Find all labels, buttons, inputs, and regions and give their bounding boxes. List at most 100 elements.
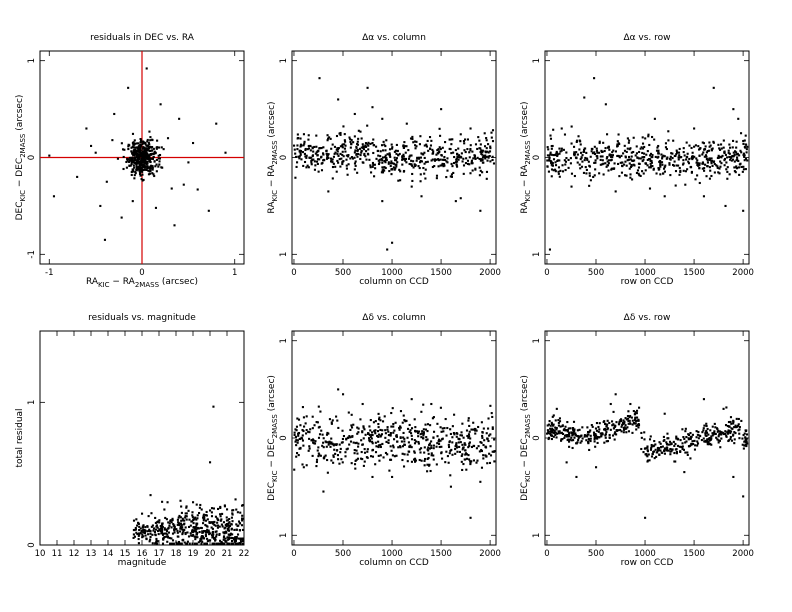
- data-point: [302, 144, 305, 147]
- data-point: [155, 541, 158, 544]
- data-point: [138, 172, 142, 175]
- data-point: [481, 431, 484, 434]
- data-point: [350, 413, 353, 416]
- data-point: [724, 424, 728, 427]
- data-point: [723, 151, 726, 154]
- data-point: [423, 457, 427, 461]
- data-point: [663, 195, 666, 198]
- data-point: [170, 542, 174, 545]
- data-point: [52, 195, 56, 198]
- data-point: [733, 170, 736, 173]
- data-point: [741, 437, 744, 440]
- data-point: [214, 539, 217, 542]
- data-point: [192, 534, 195, 537]
- data-point: [694, 144, 697, 147]
- data-point: [550, 434, 554, 437]
- data-point: [140, 151, 143, 155]
- data-point: [581, 437, 584, 440]
- data-point: [566, 429, 569, 432]
- data-point: [359, 418, 362, 421]
- data-point: [404, 159, 407, 162]
- data-point: [621, 164, 624, 167]
- data-point: [360, 457, 363, 460]
- data-point: [403, 440, 406, 443]
- y-tick-label: 1: [279, 533, 289, 538]
- data-point: [301, 434, 304, 437]
- data-point: [377, 412, 380, 415]
- data-point: [211, 522, 215, 525]
- data-point: [634, 154, 637, 157]
- data-point: [387, 161, 390, 164]
- data-point: [451, 453, 454, 456]
- data-point: [235, 528, 238, 531]
- data-point: [141, 536, 144, 539]
- data-point: [227, 522, 230, 525]
- data-point: [418, 143, 421, 146]
- data-point: [142, 140, 145, 143]
- data-point: [415, 440, 418, 443]
- data-point: [595, 466, 598, 469]
- data-point: [736, 167, 739, 170]
- data-point: [485, 177, 488, 180]
- data-point: [364, 144, 367, 147]
- data-point: [296, 148, 299, 151]
- data-point: [648, 187, 652, 190]
- data-point: [622, 428, 626, 431]
- data-point: [642, 147, 645, 150]
- data-point: [144, 153, 147, 157]
- data-point: [184, 516, 187, 519]
- data-point: [377, 426, 380, 429]
- data-point: [593, 161, 596, 164]
- data-point: [151, 524, 154, 527]
- data-point: [712, 86, 715, 89]
- data-point: [719, 165, 722, 168]
- data-point: [607, 159, 611, 162]
- data-point: [418, 430, 421, 433]
- data-point: [210, 511, 213, 514]
- data-point: [387, 439, 390, 442]
- data-point: [186, 540, 189, 543]
- data-point: [649, 166, 652, 169]
- data-point: [430, 444, 433, 447]
- data-point: [139, 174, 142, 177]
- data-point: [335, 170, 338, 173]
- data-point: [385, 158, 388, 162]
- data-point: [558, 159, 561, 162]
- data-point: [173, 525, 176, 529]
- data-point: [356, 155, 359, 158]
- data-point: [302, 466, 305, 469]
- data-point: [635, 145, 638, 148]
- data-point: [299, 151, 302, 154]
- data-point: [605, 165, 608, 168]
- data-point: [368, 158, 371, 161]
- data-point: [138, 525, 141, 528]
- data-point: [636, 169, 640, 172]
- data-point: [468, 442, 471, 445]
- data-point: [231, 513, 234, 516]
- data-point: [589, 429, 592, 432]
- data-point: [416, 156, 419, 159]
- data-point: [604, 422, 607, 425]
- panel-title: Δα vs. row: [623, 33, 670, 43]
- data-point: [599, 158, 602, 161]
- data-point: [627, 410, 630, 413]
- data-point: [150, 146, 153, 149]
- data-point: [325, 149, 328, 152]
- x-tick-label: 1000: [381, 268, 403, 278]
- data-point: [399, 170, 402, 173]
- data-point: [706, 150, 709, 153]
- data-point: [387, 433, 390, 437]
- data-point: [195, 503, 198, 506]
- data-point: [369, 164, 372, 167]
- data-point: [743, 159, 746, 162]
- data-point: [573, 428, 576, 431]
- data-point: [195, 518, 198, 521]
- data-point: [360, 137, 363, 140]
- data-point: [708, 145, 711, 148]
- data-point: [185, 505, 188, 508]
- data-point: [214, 524, 217, 527]
- data-point: [409, 137, 413, 140]
- data-point: [185, 506, 188, 509]
- data-point: [649, 158, 652, 161]
- data-point: [598, 172, 601, 175]
